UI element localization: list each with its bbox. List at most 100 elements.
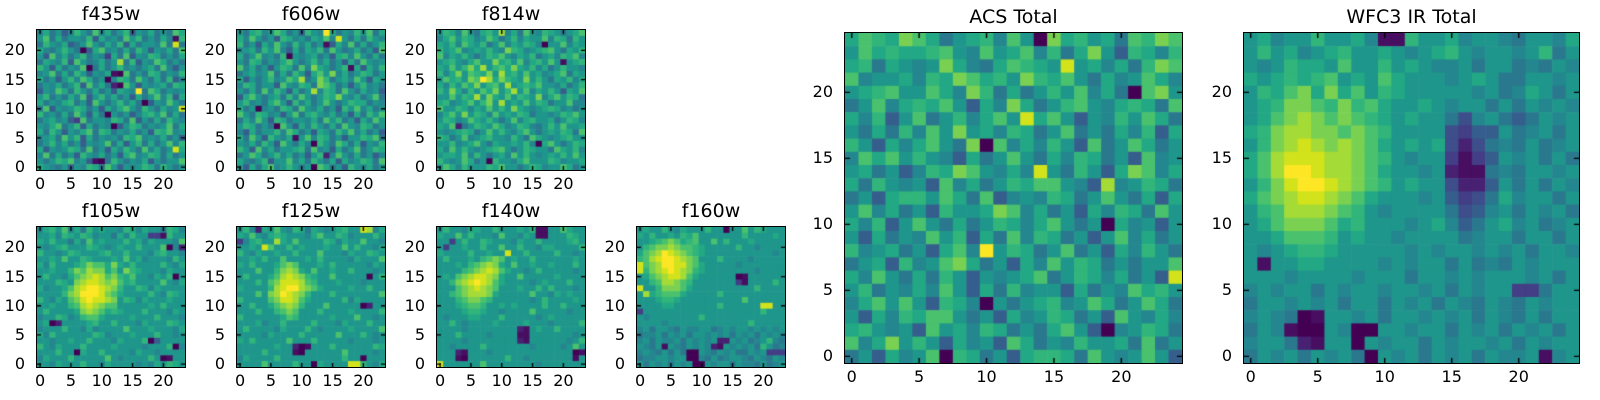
heatmap-canvas-f105w — [36, 226, 186, 368]
y-tick-label: 20 — [204, 237, 225, 257]
heatmap-canvas-f814w — [436, 29, 586, 171]
x-tick-label: 0 — [1245, 367, 1256, 386]
x-tick-label: 10 — [91, 174, 112, 193]
y-tick-label: 15 — [404, 69, 425, 89]
y-tick-label: 0 — [214, 157, 225, 177]
panel-title-f606w: f606w — [281, 3, 341, 25]
x-tick-label: 15 — [122, 174, 143, 193]
y-tick-label: 5 — [414, 127, 425, 147]
x-tick-label: 10 — [291, 371, 312, 390]
x-tick-label: 20 — [1508, 367, 1529, 386]
x-tick-label: 5 — [65, 174, 76, 193]
y-tick-label: 5 — [614, 324, 625, 344]
x-tick-label: 20 — [1111, 367, 1132, 386]
y-tick-label: 20 — [812, 82, 833, 102]
y-tick-label: 10 — [4, 295, 25, 315]
x-tick-label: 15 — [322, 371, 343, 390]
y-tick-label: 0 — [214, 354, 225, 374]
x-tick-label: 10 — [291, 174, 312, 193]
x-tick-label: 5 — [1312, 367, 1323, 386]
y-tick-label: 10 — [812, 214, 833, 234]
panel-title-f435w: f435w — [81, 3, 141, 25]
y-tick-label: 15 — [204, 266, 225, 286]
x-tick-label: 0 — [434, 174, 446, 193]
x-tick-label: 10 — [691, 371, 712, 390]
y-tick-label: 15 — [1211, 148, 1232, 168]
x-tick-label: 15 — [722, 371, 743, 390]
y-tick-label: 20 — [4, 237, 25, 257]
x-tick-label: 5 — [665, 371, 676, 390]
x-tick-label: 20 — [753, 371, 774, 390]
y-tick-label: 0 — [822, 346, 833, 366]
x-tick-label: 15 — [1441, 367, 1462, 386]
y-tick-label: 20 — [404, 40, 425, 60]
panel-title-f160w: f160w — [681, 200, 741, 222]
y-tick-label: 10 — [404, 295, 425, 315]
y-tick-label: 10 — [204, 295, 225, 315]
x-tick-label: 10 — [491, 371, 512, 390]
y-tick-label: 10 — [604, 295, 625, 315]
x-tick-label: 5 — [914, 367, 925, 386]
x-tick-label: 15 — [122, 371, 143, 390]
x-tick-label: 0 — [34, 174, 46, 193]
y-tick-label: 15 — [4, 266, 25, 286]
y-tick-label: 5 — [14, 324, 25, 344]
panel-title-f814w: f814w — [481, 3, 541, 25]
y-tick-label: 10 — [404, 98, 425, 118]
y-tick-label: 5 — [822, 280, 833, 300]
y-tick-label: 15 — [204, 69, 225, 89]
x-tick-label: 15 — [322, 174, 343, 193]
x-tick-label: 20 — [153, 371, 174, 390]
x-tick-label: 10 — [1374, 367, 1395, 386]
y-tick-label: 15 — [604, 266, 625, 286]
x-tick-label: 0 — [34, 371, 46, 390]
y-tick-label: 10 — [4, 98, 25, 118]
x-tick-label: 5 — [65, 371, 76, 390]
y-tick-label: 15 — [4, 69, 25, 89]
y-tick-label: 20 — [4, 40, 25, 60]
y-tick-label: 15 — [404, 266, 425, 286]
panel-title-f105w: f105w — [81, 200, 141, 222]
y-tick-label: 0 — [1221, 346, 1232, 366]
y-tick-label: 5 — [414, 324, 425, 344]
x-tick-label: 10 — [491, 174, 512, 193]
y-tick-label: 0 — [414, 354, 425, 374]
x-tick-label: 5 — [465, 371, 476, 390]
y-tick-label: 0 — [614, 354, 625, 374]
x-tick-label: 10 — [976, 367, 997, 386]
x-tick-label: 5 — [265, 174, 276, 193]
x-tick-label: 20 — [553, 174, 574, 193]
y-tick-label: 5 — [214, 324, 225, 344]
heatmap-canvas-f606w — [236, 29, 386, 171]
x-tick-label: 5 — [465, 174, 476, 193]
y-tick-label: 10 — [1211, 214, 1232, 234]
x-tick-label: 15 — [522, 174, 543, 193]
x-tick-label: 0 — [234, 174, 246, 193]
x-tick-label: 10 — [91, 371, 112, 390]
panel-title-f125w: f125w — [281, 200, 341, 222]
heatmap-canvas-f435w — [36, 29, 186, 171]
x-tick-label: 0 — [846, 367, 857, 386]
y-tick-label: 5 — [1221, 280, 1232, 300]
y-tick-label: 5 — [14, 127, 25, 147]
heatmap-canvas-f140w — [436, 226, 586, 368]
panel-title-acs-total: ACS Total — [969, 6, 1058, 28]
x-tick-label: 20 — [553, 371, 574, 390]
x-tick-label: 20 — [353, 174, 374, 193]
heatmap-canvas-acs-total — [844, 32, 1183, 364]
x-tick-label: 15 — [1043, 367, 1065, 386]
y-tick-label: 20 — [204, 40, 225, 60]
x-tick-label: 0 — [634, 371, 646, 390]
x-tick-label: 20 — [353, 371, 374, 390]
panel-title-wfc3-ir-total: WFC3 IR Total — [1346, 6, 1477, 28]
x-tick-label: 15 — [522, 371, 543, 390]
y-tick-label: 0 — [14, 354, 25, 374]
y-tick-label: 20 — [1211, 82, 1232, 102]
panel-title-f140w: f140w — [481, 200, 541, 222]
y-tick-label: 5 — [214, 127, 225, 147]
y-tick-label: 0 — [14, 157, 25, 177]
x-tick-label: 0 — [234, 371, 246, 390]
y-tick-label: 15 — [812, 148, 833, 168]
heatmap-canvas-wfc3-ir-total — [1243, 32, 1580, 364]
